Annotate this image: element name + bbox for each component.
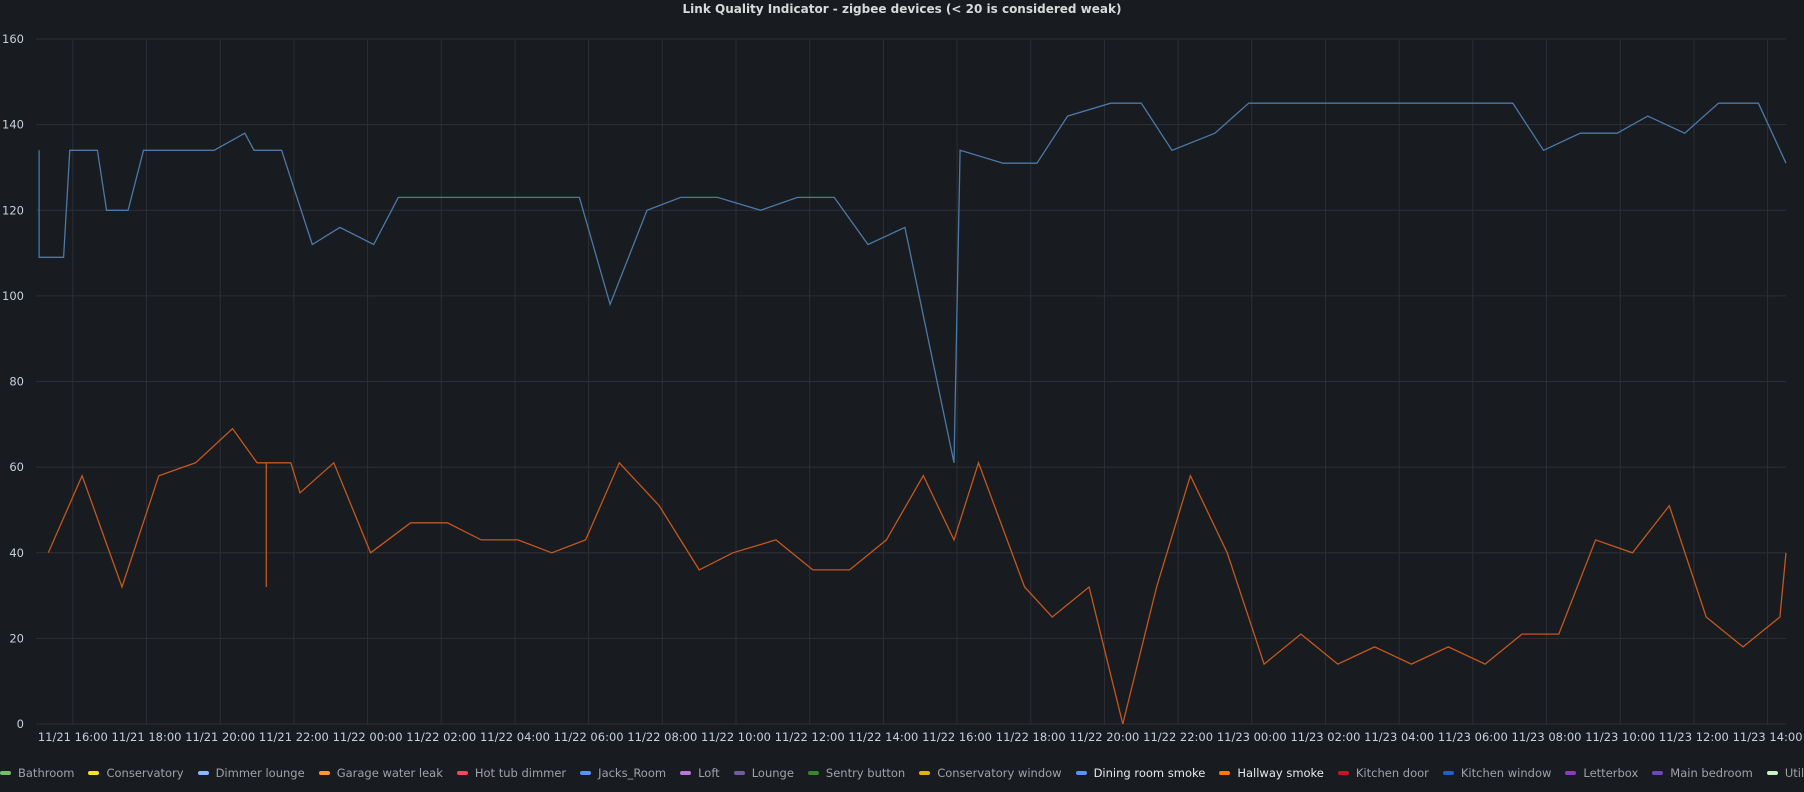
- x-tick-label: 11/23 12:00: [1659, 730, 1729, 744]
- y-tick-label: 120: [2, 203, 24, 217]
- chart-legend: Bathroom Conservatory Dimmer lounge Garage …: [0, 762, 1804, 784]
- x-tick-label: 11/22 12:00: [775, 730, 845, 744]
- legend-item-hot-tub-dimmer[interactable]: Hot tub dimmer: [456, 766, 567, 780]
- line-chart[interactable]: 0 20 40 60 80 100 120 140 160 11/21 16:00 11/21 18…: [0, 0, 1804, 760]
- y-tick-label: 160: [2, 32, 24, 46]
- y-tick-label: 40: [9, 546, 24, 560]
- legend-swatch: [0, 771, 11, 775]
- x-tick-label: 11/23 00:00: [1217, 730, 1287, 744]
- x-tick-label: 11/22 14:00: [848, 730, 918, 744]
- x-tick-label: 11/23 04:00: [1364, 730, 1434, 744]
- x-tick-label: 11/23 06:00: [1438, 730, 1508, 744]
- legend-swatch: [1766, 771, 1778, 775]
- legend-swatch: [580, 771, 592, 775]
- y-tick-label: 60: [9, 460, 24, 474]
- legend-item-sentry-button[interactable]: Sentry button: [807, 766, 906, 780]
- legend-label: Garage water leak: [336, 766, 443, 780]
- x-tick-label: 11/22 08:00: [627, 730, 697, 744]
- legend-item-bathroom[interactable]: Bathroom: [0, 766, 74, 780]
- x-tick-label: 11/22 10:00: [701, 730, 771, 744]
- legend-item-hallway-smoke[interactable]: Hallway smoke: [1219, 766, 1324, 780]
- legend-label: Bathroom: [18, 766, 75, 780]
- legend-label: Utility window: [1784, 766, 1804, 780]
- legend-label: Hallway smoke: [1237, 766, 1324, 780]
- legend-label: Dining room smoke: [1093, 766, 1206, 780]
- y-tick-label: 140: [2, 118, 24, 132]
- legend-swatch: [1337, 771, 1349, 775]
- legend-item-dining-room-smoke[interactable]: Dining room smoke: [1075, 766, 1206, 780]
- x-tick-label: 11/21 20:00: [185, 730, 255, 744]
- legend-item-garage-water-leak[interactable]: Garage water leak: [318, 766, 443, 780]
- legend-swatch: [1652, 771, 1664, 775]
- x-tick-label: 11/21 16:00: [38, 730, 108, 744]
- x-tick-label: 11/23 08:00: [1512, 730, 1582, 744]
- legend-swatch: [919, 771, 931, 775]
- x-tick-label: 11/23 10:00: [1585, 730, 1655, 744]
- legend-label: Conservatory window: [937, 766, 1062, 780]
- x-tick-label: 11/23 14:00: [1733, 730, 1803, 744]
- legend-swatch: [1219, 771, 1231, 775]
- series-line-dining-room-smoke[interactable]: [38, 102, 1787, 463]
- legend-label: Sentry button: [825, 766, 906, 780]
- legend-swatch: [733, 771, 745, 775]
- legend-label: Letterbox: [1583, 766, 1639, 780]
- legend-label: Loft: [698, 766, 720, 780]
- y-tick-label: 80: [9, 375, 24, 389]
- y-tick-label: 100: [2, 289, 24, 303]
- legend-swatch: [1442, 771, 1454, 775]
- x-tick-label: 11/21 22:00: [259, 730, 329, 744]
- x-tick-label: 11/22 16:00: [922, 730, 992, 744]
- legend-label: Kitchen window: [1460, 766, 1552, 780]
- legend-swatch: [318, 771, 330, 775]
- x-tick-label: 11/23 02:00: [1290, 730, 1360, 744]
- x-tick-label: 11/22 00:00: [333, 730, 403, 744]
- legend-item-conservatory[interactable]: Conservatory: [88, 766, 184, 780]
- x-tick-label: 11/22 18:00: [996, 730, 1066, 744]
- legend-swatch: [1075, 771, 1087, 775]
- legend-item-dimmer-lounge[interactable]: Dimmer lounge: [197, 766, 305, 780]
- legend-swatch: [88, 771, 100, 775]
- legend-item-utility-window[interactable]: Utility window: [1766, 766, 1804, 780]
- y-tick-label: 20: [9, 631, 24, 645]
- legend-swatch: [456, 771, 468, 775]
- legend-swatch: [680, 771, 692, 775]
- y-tick-label: 0: [17, 717, 24, 731]
- x-tick-label: 11/22 02:00: [406, 730, 476, 744]
- legend-swatch: [197, 771, 209, 775]
- legend-item-kitchen-window[interactable]: Kitchen window: [1442, 766, 1552, 780]
- legend-label: Jacks_Room: [598, 766, 667, 780]
- x-tick-label: 11/22 20:00: [1069, 730, 1139, 744]
- x-tick-label: 11/22 06:00: [554, 730, 624, 744]
- legend-item-letterbox[interactable]: Letterbox: [1565, 766, 1638, 780]
- series-line-hallway-smoke[interactable]: [47, 427, 1787, 725]
- legend-swatch: [807, 771, 819, 775]
- legend-item-kitchen-door[interactable]: Kitchen door: [1337, 766, 1429, 780]
- legend-label: Hot tub dimmer: [474, 766, 567, 780]
- legend-item-conservatory-window[interactable]: Conservatory window: [919, 766, 1062, 780]
- legend-swatch: [1565, 771, 1577, 775]
- legend-item-main-bedroom[interactable]: Main bedroom: [1652, 766, 1753, 780]
- legend-label: Conservatory: [106, 766, 184, 780]
- x-tick-label: 11/22 04:00: [480, 730, 550, 744]
- legend-label: Kitchen door: [1355, 766, 1429, 780]
- legend-label: Lounge: [751, 766, 794, 780]
- legend-item-loft[interactable]: Loft: [680, 766, 720, 780]
- panel-title: Link Quality Indicator - zigbee devices …: [682, 2, 1122, 16]
- legend-label: Dimmer lounge: [215, 766, 305, 780]
- legend-item-jacks-room[interactable]: Jacks_Room: [580, 766, 666, 780]
- legend-item-lounge[interactable]: Lounge: [733, 766, 794, 780]
- legend-label: Main bedroom: [1670, 766, 1753, 780]
- x-tick-label: 11/22 22:00: [1143, 730, 1213, 744]
- x-tick-label: 11/21 18:00: [112, 730, 182, 744]
